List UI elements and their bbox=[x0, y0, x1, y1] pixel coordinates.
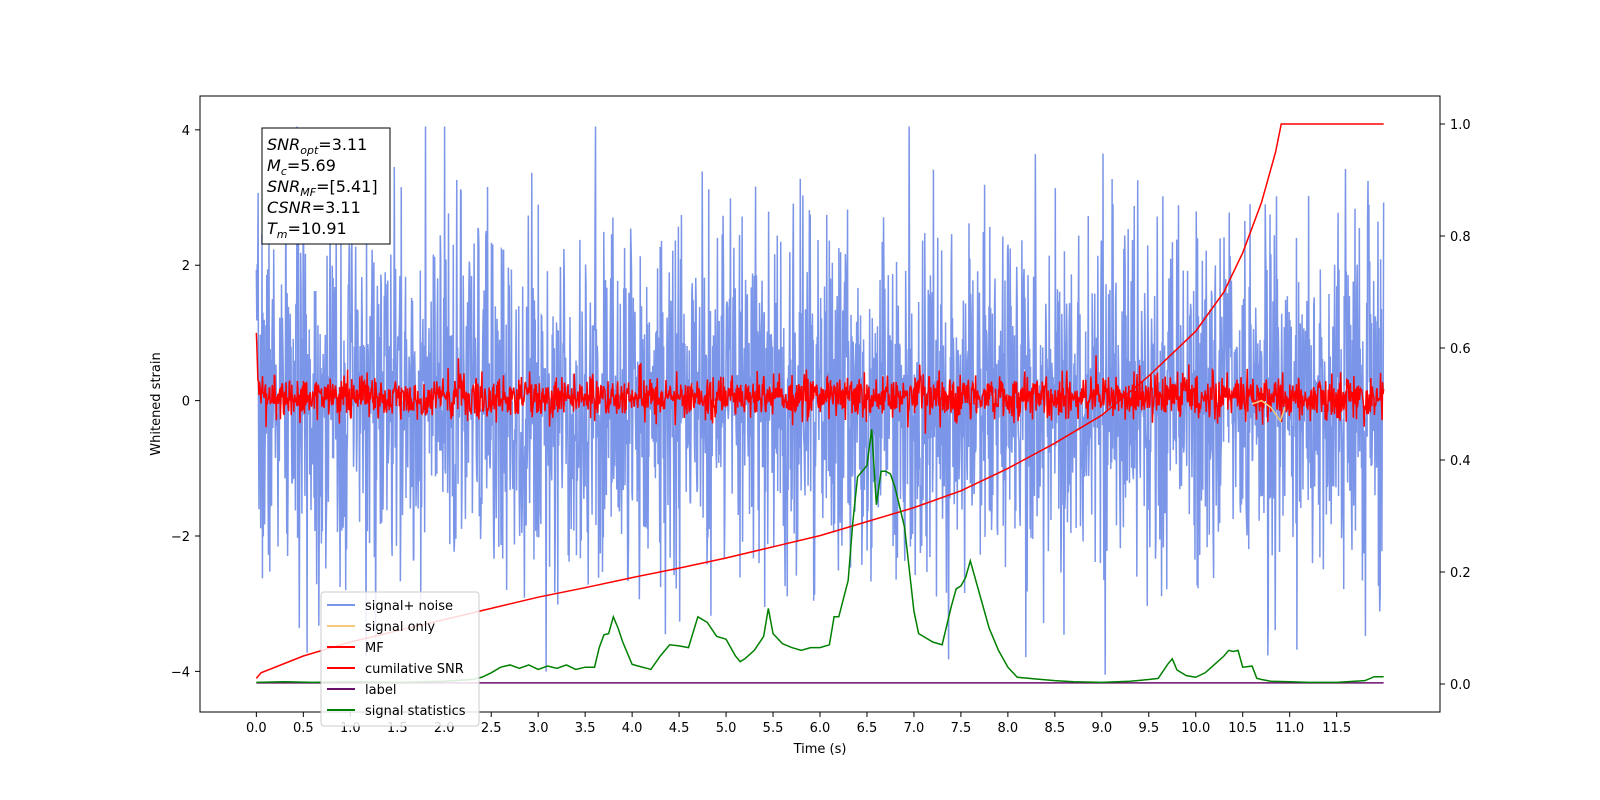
y-tick-label: −4 bbox=[171, 665, 190, 680]
y2-tick-label: 0.2 bbox=[1450, 566, 1471, 581]
x-tick-label: 4.5 bbox=[669, 721, 690, 736]
y-axis-label: Whitened strain bbox=[149, 352, 164, 455]
x-tick-label: 5.0 bbox=[716, 721, 737, 736]
x-tick-label: 3.0 bbox=[528, 721, 549, 736]
legend-label: signal only bbox=[365, 620, 435, 635]
annotation-line: CSNR=3.11 bbox=[267, 198, 361, 217]
x-tick-label: 9.5 bbox=[1138, 721, 1159, 736]
y2-tick-label: 0.4 bbox=[1450, 454, 1471, 469]
x-axis-label: Time (s) bbox=[793, 742, 847, 757]
y-tick-label: 0 bbox=[182, 395, 190, 410]
legend: signal+ noise signal only MF cumilative SNR… bbox=[320, 591, 480, 727]
x-tick-label: 10.5 bbox=[1228, 721, 1257, 736]
y-tick-label: −2 bbox=[171, 530, 190, 545]
annotation-line: SNRMF=[5.41] bbox=[267, 177, 378, 199]
y2-tick-label: 1.0 bbox=[1450, 118, 1471, 133]
x-tick-label: 11.0 bbox=[1275, 721, 1304, 736]
x-tick-label: 10.0 bbox=[1181, 721, 1210, 736]
annotation-frame bbox=[261, 127, 391, 245]
y-tick-label: 4 bbox=[182, 124, 190, 139]
x-tick-label: 11.5 bbox=[1322, 721, 1351, 736]
y2-tick-label: 0.6 bbox=[1450, 342, 1471, 357]
legend-label: signal statistics bbox=[365, 704, 466, 719]
series-signal-only bbox=[1251, 399, 1286, 423]
x-tick-label: 3.5 bbox=[575, 721, 596, 736]
legend-label: signal+ noise bbox=[365, 599, 453, 614]
x-tick-label: 0.5 bbox=[293, 721, 314, 736]
legend-label: MF bbox=[365, 641, 384, 656]
x-tick-label: 8.0 bbox=[998, 721, 1019, 736]
x-tick-label: 7.0 bbox=[904, 721, 925, 736]
x-tick-label: 5.5 bbox=[763, 721, 784, 736]
legend-label: cumilative SNR bbox=[365, 662, 464, 677]
x-tick-label: 7.5 bbox=[951, 721, 972, 736]
annotation-line: Mc=5.69 bbox=[267, 156, 336, 178]
annotation-line: Tm=10.91 bbox=[267, 219, 347, 241]
y2-tick-label: 0.8 bbox=[1450, 230, 1471, 245]
y-tick-label: 2 bbox=[182, 259, 190, 274]
x-tick-label: 0.0 bbox=[246, 721, 267, 736]
x-tick-label: 6.0 bbox=[810, 721, 831, 736]
legend-label: label bbox=[365, 683, 396, 698]
x-tick-label: 8.5 bbox=[1045, 721, 1066, 736]
x-tick-label: 4.0 bbox=[622, 721, 643, 736]
series-signal-statistics bbox=[256, 429, 1384, 684]
legend-frame bbox=[320, 591, 480, 727]
annotation-line: SNRopt=3.11 bbox=[267, 135, 367, 157]
series-mf bbox=[255, 332, 1385, 434]
y2-tick-label: 0.0 bbox=[1450, 678, 1471, 693]
x-tick-label: 9.0 bbox=[1091, 721, 1112, 736]
x-tick-label: 6.5 bbox=[857, 721, 878, 736]
x-tick-label: 2.5 bbox=[481, 721, 502, 736]
